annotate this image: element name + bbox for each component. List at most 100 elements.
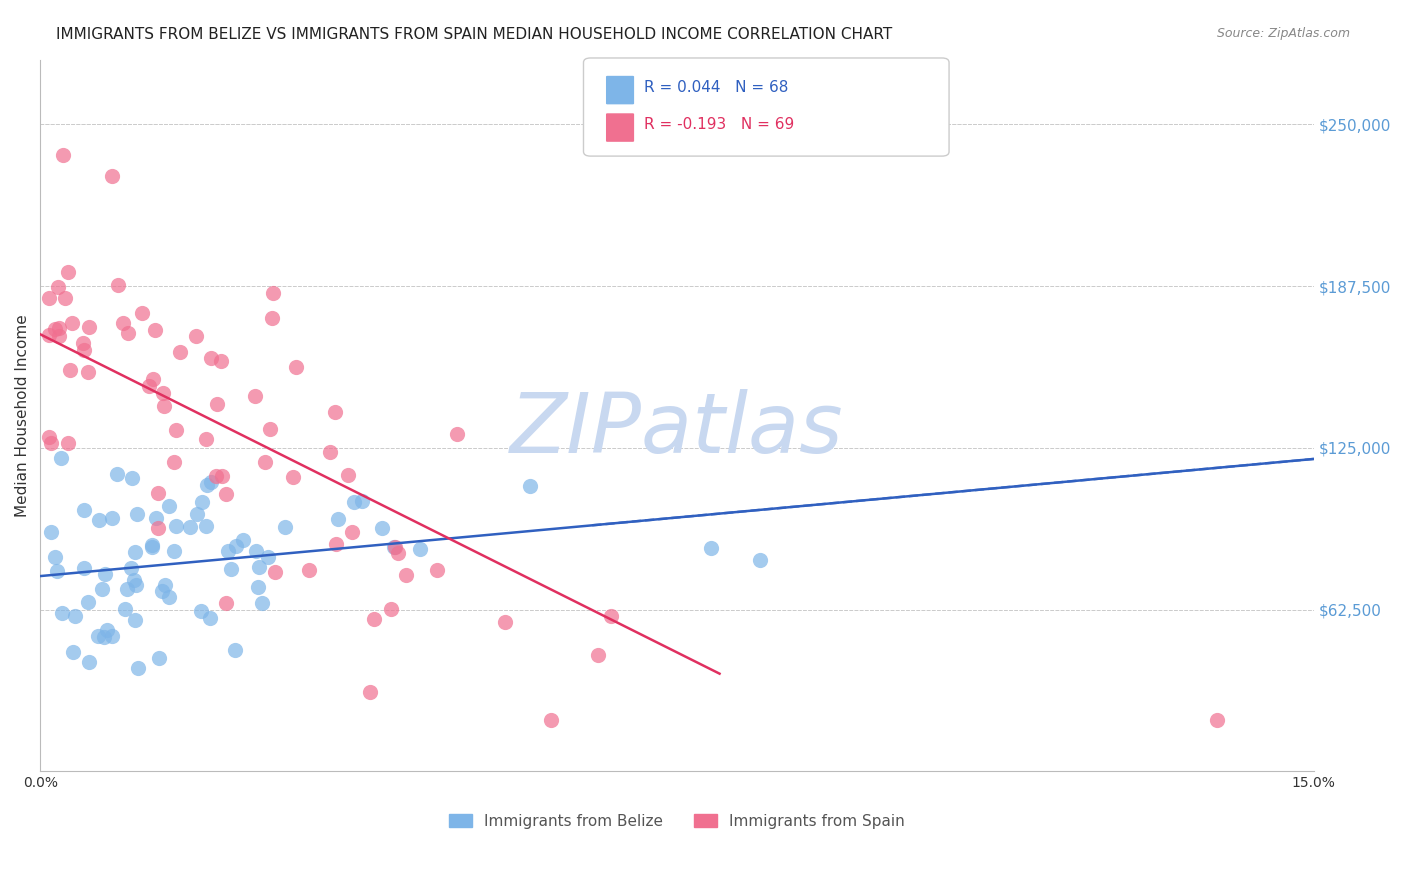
Immigrants from Belize: [245, 544, 267, 558]
Immigrants from Spain: [359, 684, 381, 698]
Immigrants from Spain: [39, 436, 62, 450]
Immigrants from Belize: [141, 538, 163, 552]
Immigrants from Spain: [146, 521, 169, 535]
Immigrants from Spain: [38, 328, 60, 343]
Immigrants from Belize: [125, 577, 148, 591]
Legend: Immigrants from Belize, Immigrants from Spain: Immigrants from Belize, Immigrants from …: [443, 807, 911, 835]
Immigrants from Belize: [122, 573, 145, 587]
Immigrants from Belize: [91, 582, 114, 596]
Immigrants from Spain: [169, 344, 191, 359]
Immigrants from Spain: [101, 169, 124, 183]
Immigrants from Spain: [540, 713, 562, 727]
Immigrants from Spain: [163, 455, 186, 469]
Immigrants from Belize: [153, 578, 176, 592]
Immigrants from Belize: [198, 611, 221, 625]
Immigrants from Belize: [371, 521, 394, 535]
Immigrants from Belize: [219, 562, 242, 576]
Immigrants from Spain: [117, 326, 139, 341]
Immigrants from Belize: [127, 660, 149, 674]
Immigrants from Spain: [131, 306, 153, 320]
Immigrants from Belize: [115, 582, 138, 596]
Immigrants from Belize: [114, 602, 136, 616]
Immigrants from Spain: [283, 469, 305, 483]
Immigrants from Spain: [73, 343, 96, 357]
Immigrants from Spain: [384, 540, 406, 554]
Immigrants from Belize: [124, 613, 146, 627]
Immigrants from Spain: [152, 399, 174, 413]
Immigrants from Spain: [38, 430, 60, 444]
Immigrants from Belize: [93, 630, 115, 644]
Immigrants from Spain: [165, 423, 187, 437]
Text: ZIPatlas: ZIPatlas: [510, 389, 844, 470]
Immigrants from Spain: [60, 316, 83, 330]
Immigrants from Spain: [363, 612, 385, 626]
Immigrants from Belize: [62, 645, 84, 659]
Immigrants from Belize: [124, 544, 146, 558]
Immigrants from Belize: [247, 560, 270, 574]
Immigrants from Spain: [323, 404, 346, 418]
Immigrants from Belize: [150, 584, 173, 599]
Immigrants from Belize: [45, 564, 67, 578]
Immigrants from Spain: [138, 379, 160, 393]
Y-axis label: Median Household Income: Median Household Income: [15, 314, 30, 516]
Immigrants from Spain: [184, 329, 207, 343]
Immigrants from Spain: [52, 148, 75, 162]
Immigrants from Spain: [48, 321, 70, 335]
Immigrants from Spain: [79, 320, 101, 334]
Immigrants from Spain: [262, 285, 284, 300]
Immigrants from Belize: [79, 655, 101, 669]
Immigrants from Spain: [262, 311, 284, 326]
Immigrants from Belize: [190, 604, 212, 618]
Immigrants from Belize: [224, 643, 246, 657]
Immigrants from Belize: [186, 507, 208, 521]
Immigrants from Belize: [163, 544, 186, 558]
Immigrants from Spain: [340, 525, 363, 540]
Immigrants from Belize: [250, 596, 273, 610]
Immigrants from Belize: [225, 539, 247, 553]
Immigrants from Belize: [63, 609, 86, 624]
Immigrants from Spain: [426, 563, 449, 577]
Immigrants from Spain: [298, 563, 321, 577]
Immigrants from Spain: [586, 648, 609, 662]
Immigrants from Spain: [446, 426, 468, 441]
Immigrants from Belize: [89, 513, 111, 527]
Immigrants from Belize: [700, 541, 723, 555]
Immigrants from Spain: [207, 397, 229, 411]
Immigrants from Spain: [48, 328, 70, 343]
Immigrants from Belize: [190, 495, 212, 509]
Immigrants from Spain: [319, 445, 342, 459]
Text: R = -0.193   N = 69: R = -0.193 N = 69: [644, 118, 794, 132]
Immigrants from Spain: [284, 360, 307, 375]
Immigrants from Spain: [143, 323, 166, 337]
Immigrants from Belize: [125, 507, 148, 521]
Immigrants from Belize: [157, 590, 180, 604]
Immigrants from Spain: [243, 389, 266, 403]
Immigrants from Belize: [200, 475, 222, 489]
Immigrants from Spain: [148, 486, 170, 500]
Immigrants from Belize: [166, 519, 188, 533]
Immigrants from Belize: [195, 519, 218, 533]
Immigrants from Belize: [157, 499, 180, 513]
Immigrants from Belize: [274, 520, 297, 534]
Immigrants from Spain: [142, 372, 165, 386]
Immigrants from Belize: [51, 606, 73, 620]
Immigrants from Spain: [111, 316, 134, 330]
Immigrants from Belize: [382, 541, 405, 555]
Immigrants from Spain: [214, 597, 236, 611]
Immigrants from Belize: [179, 520, 201, 534]
Immigrants from Spain: [56, 436, 79, 450]
Immigrants from Belize: [409, 541, 432, 556]
Immigrants from Belize: [86, 629, 108, 643]
Immigrants from Spain: [152, 386, 174, 401]
Immigrants from Belize: [121, 471, 143, 485]
Immigrants from Belize: [96, 623, 118, 637]
Text: R = 0.044   N = 68: R = 0.044 N = 68: [644, 80, 789, 95]
Immigrants from Belize: [519, 479, 541, 493]
Immigrants from Spain: [387, 546, 409, 560]
Immigrants from Spain: [59, 363, 82, 377]
Immigrants from Belize: [51, 451, 73, 466]
Immigrants from Belize: [247, 580, 270, 594]
Immigrants from Spain: [325, 537, 347, 551]
Immigrants from Spain: [211, 468, 233, 483]
Immigrants from Belize: [39, 524, 62, 539]
